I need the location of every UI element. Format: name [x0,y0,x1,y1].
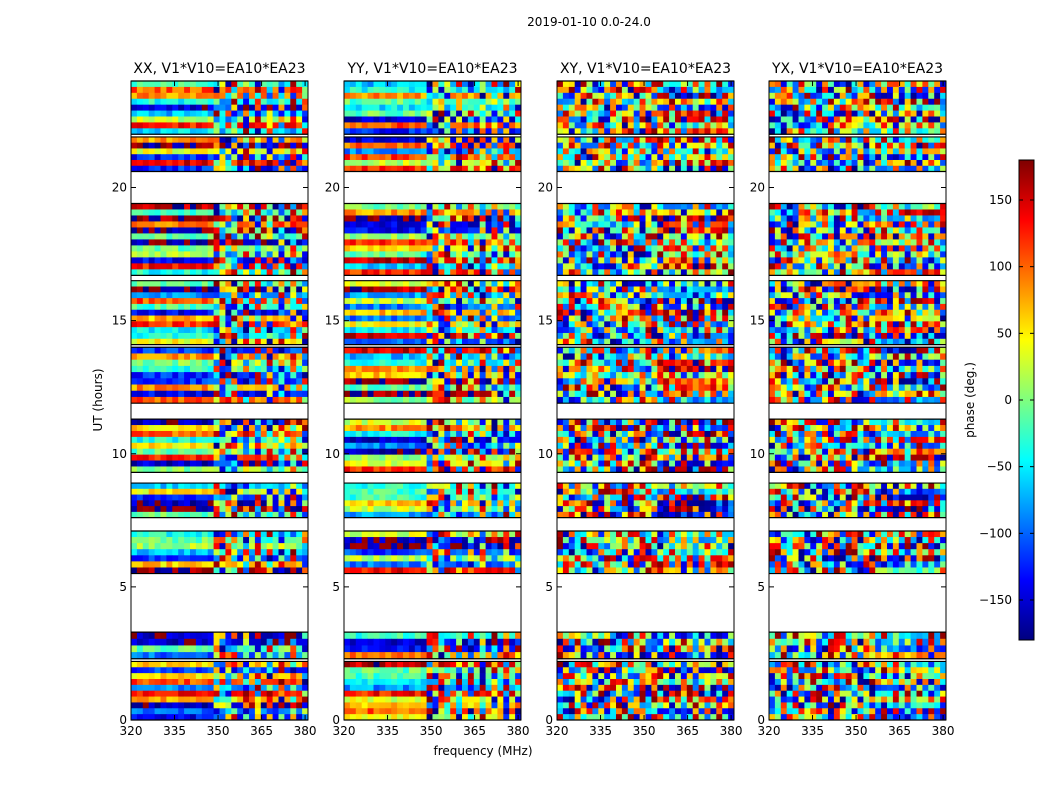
x-tick-label: 380 [720,724,743,738]
phase-heatmap [131,80,309,721]
plot-frame [343,80,522,721]
x-tick-label: 335 [801,724,824,738]
x-tick-label: 320 [333,724,356,738]
y-tick-label: 20 [325,181,340,195]
x-tick-label: 320 [546,724,569,738]
y-tick-label: 0 [119,713,127,727]
panel-title: XY, V1*V10=EA10*EA23 [560,61,731,77]
x-tick-label: 380 [932,724,955,738]
x-tick-label: 350 [207,724,230,738]
y-tick-label: 20 [538,181,553,195]
colorbar-tick-label: −100 [979,526,1012,540]
y-axis-label: UT (hours) [91,368,105,431]
colorbar-tick-label: 0 [1004,393,1012,407]
figure-title: 2019-01-10 0.0-24.0 [527,15,651,29]
x-tick-label: 365 [676,724,699,738]
colorbar-tick-label: 150 [989,193,1012,207]
y-tick-label: 10 [325,447,340,461]
colorbar-tick-label: −50 [987,460,1012,474]
colorbar: 150 100 50 0 −50 −100 −150 phase (deg.) [963,159,1035,641]
panel-1: YY, V1*V10=EA10*EA23 320 335 350 365 380 0 5 10 1… [325,61,530,738]
x-tick-label: 320 [120,724,143,738]
colorbar-tick-label: −150 [979,593,1012,607]
panel-title: XX, V1*V10=EA10*EA23 [133,61,305,77]
plot-frame [768,80,947,721]
y-tick-label: 5 [119,580,127,594]
y-tick-label: 10 [538,447,553,461]
panel-2: XY, V1*V10=EA10*EA23 320 335 350 365 380 0 5 10 1… [538,61,743,738]
y-tick-label: 20 [112,181,127,195]
y-tick-label: 5 [545,580,553,594]
x-tick-label: 350 [845,724,868,738]
phase-heatmap [557,80,735,721]
x-axis-label: frequency (MHz) [433,744,532,758]
x-tick-label: 380 [507,724,530,738]
x-tick-label: 380 [294,724,317,738]
x-tick-label: 350 [633,724,656,738]
phase-heatmap [344,80,522,721]
panel-title: YX, V1*V10=EA10*EA23 [771,61,943,77]
plot-frame [556,80,735,721]
colorbar-tick-label: 50 [997,326,1012,340]
y-tick-label: 15 [538,314,553,328]
x-tick-label: 320 [758,724,781,738]
y-tick-label: 0 [545,713,553,727]
colorbar-label: phase (deg.) [963,362,977,438]
x-tick-label: 335 [589,724,612,738]
y-tick-label: 0 [332,713,340,727]
y-tick-label: 0 [757,713,765,727]
panel-0: XX, V1*V10=EA10*EA23 320 335 350 365 380 0 5 10 1… [112,61,317,738]
colorbar-ticks: 150 100 50 0 −50 −100 −150 [979,193,1034,607]
x-tick-label: 365 [888,724,911,738]
x-tick-label: 365 [463,724,486,738]
x-tick-label: 335 [163,724,186,738]
x-tick-label: 350 [420,724,443,738]
y-tick-label: 5 [332,580,340,594]
y-tick-label: 15 [325,314,340,328]
y-tick-label: 5 [757,580,765,594]
y-tick-label: 20 [750,181,765,195]
panel-3: YX, V1*V10=EA10*EA23 320 335 350 365 380 0 5 10 1… [750,61,955,738]
x-tick-label: 335 [376,724,399,738]
colorbar-tick-label: 100 [989,260,1012,274]
y-tick-label: 10 [112,447,127,461]
plot-frame [130,80,309,721]
y-tick-label: 15 [750,314,765,328]
x-tick-label: 365 [250,724,273,738]
panels: XX, V1*V10=EA10*EA23 320 335 350 365 380 0 5 10 1… [112,61,955,738]
y-tick-label: 15 [112,314,127,328]
panel-title: YY, V1*V10=EA10*EA23 [346,61,517,77]
y-tick-label: 10 [750,447,765,461]
